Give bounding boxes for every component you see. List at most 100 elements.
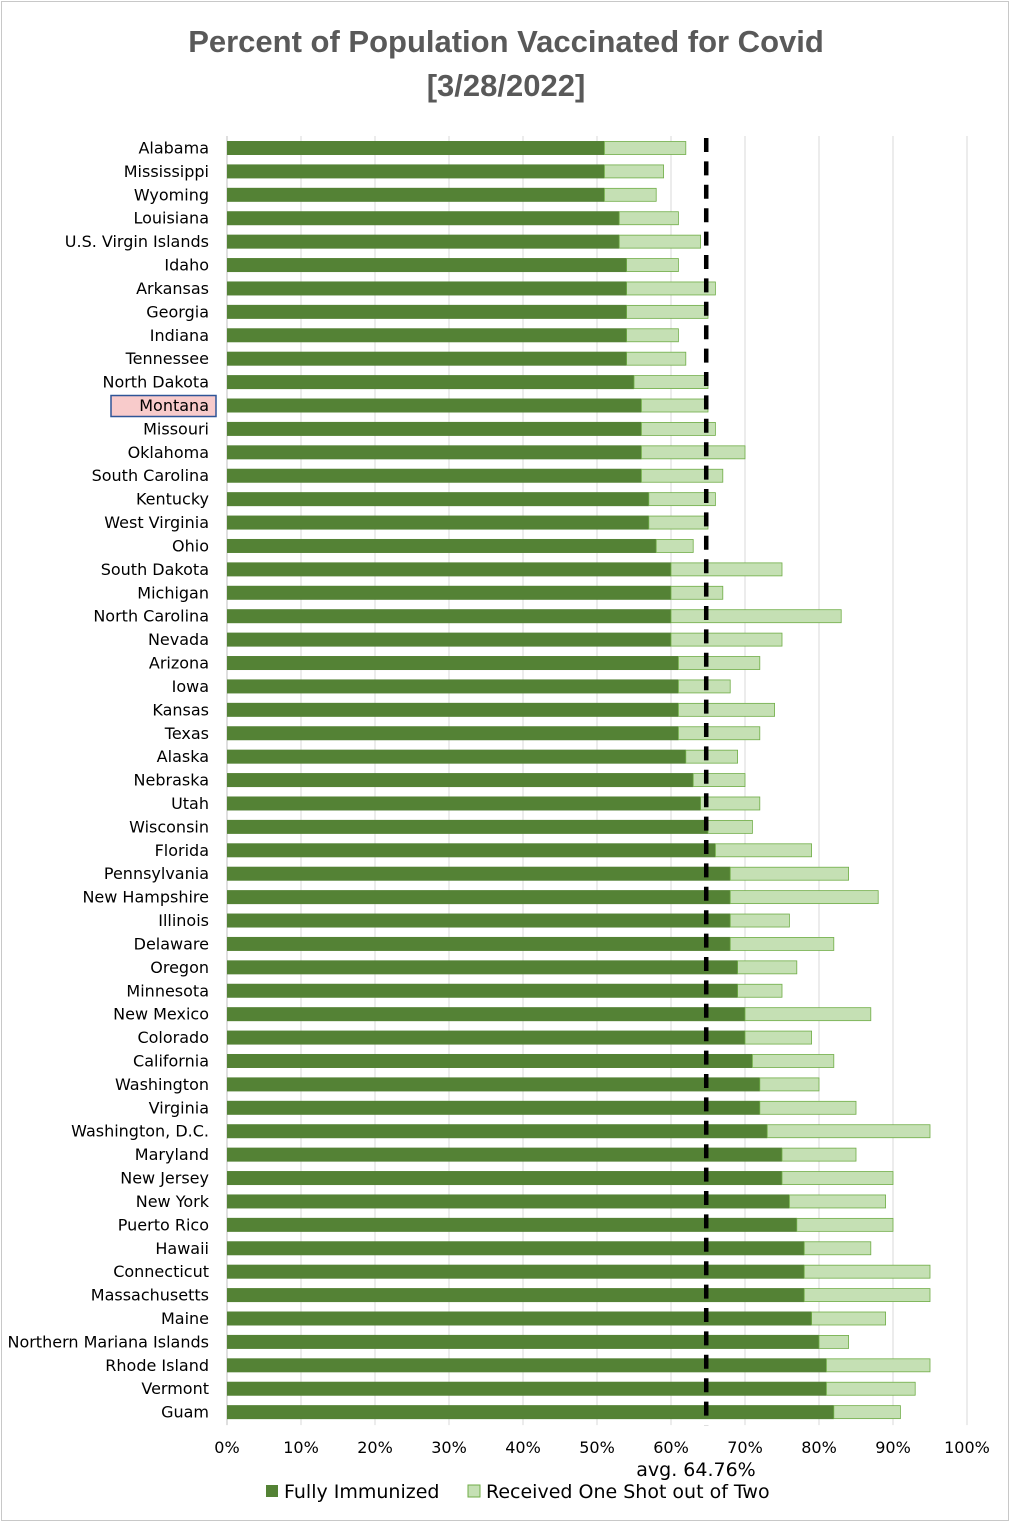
category-label: Northern Mariana Islands: [7, 1332, 209, 1351]
bar-one-shot: [655, 539, 694, 553]
category-label: Texas: [164, 724, 209, 743]
bar-one-shot: [737, 983, 783, 998]
bar-fully-immunized: [227, 1171, 782, 1186]
x-tick-label: 60%: [653, 1438, 689, 1457]
bar-fully-immunized: [227, 679, 679, 694]
bar-one-shot: [803, 1288, 931, 1302]
bar-fully-immunized: [227, 1288, 805, 1303]
bar-one-shot: [692, 773, 746, 787]
bar-one-shot: [737, 960, 798, 975]
category-label: Arkansas: [136, 279, 209, 298]
bar-fully-immunized: [227, 585, 671, 600]
bar-one-shot: [641, 468, 724, 483]
bar-one-shot: [678, 726, 761, 741]
category-label: New Jersey: [120, 1169, 209, 1188]
category-label: Oklahoma: [128, 443, 209, 462]
bar-fully-immunized: [227, 515, 649, 530]
x-axis-ticks: 0% 10% 20% 30% 40% 50% 60% 70% 80% 90% 100%: [214, 1438, 990, 1457]
x-tick-label: 50%: [579, 1438, 615, 1457]
bar-one-shot: [826, 1358, 931, 1373]
highlight-box: [110, 394, 217, 418]
category-label: Vermont: [141, 1379, 209, 1398]
category-label: Nebraska: [134, 771, 209, 790]
bar-fully-immunized: [227, 211, 620, 226]
bars: [227, 141, 931, 1420]
bar-one-shot: [803, 1264, 931, 1279]
bar-one-shot: [604, 164, 665, 179]
bar-fully-immunized: [227, 796, 701, 811]
bar-fully-immunized: [227, 1358, 827, 1373]
bar-one-shot: [670, 632, 783, 647]
category-label: Kentucky: [136, 490, 209, 509]
bar-fully-immunized: [227, 1405, 834, 1420]
category-label: South Carolina: [92, 466, 209, 485]
bar-one-shot: [781, 1171, 894, 1185]
bar-one-shot: [744, 1030, 812, 1045]
category-label: Michigan: [137, 583, 209, 602]
category-label: Maine: [161, 1309, 209, 1328]
category-label: Rhode Island: [105, 1356, 209, 1375]
bar-one-shot: [811, 1311, 886, 1326]
x-tick-label: 100%: [944, 1438, 990, 1457]
bar-fully-immunized: [227, 913, 731, 928]
bar-one-shot: [648, 515, 709, 530]
bar-one-shot: [833, 1405, 901, 1420]
category-label: Connecticut: [113, 1262, 209, 1281]
bar-fully-immunized: [227, 1264, 805, 1279]
bar-fully-immunized: [227, 1194, 790, 1209]
category-label: Florida: [155, 841, 209, 860]
category-label: Massachusetts: [91, 1286, 209, 1305]
bar-one-shot: [641, 398, 709, 413]
title-line-2: [3/28/2022]: [427, 68, 586, 103]
category-labels: Alabama Mississippi Wyoming Louisiana U.S. V…: [7, 139, 217, 1422]
bar-fully-immunized: [227, 726, 679, 741]
bar-one-shot: [729, 913, 790, 928]
bar-fully-immunized: [227, 1053, 753, 1068]
bar-one-shot: [759, 1100, 857, 1115]
category-label: Pennsylvania: [104, 864, 209, 883]
bar-fully-immunized: [227, 609, 671, 624]
bar-fully-immunized: [227, 1217, 797, 1232]
category-label: Wisconsin: [129, 817, 209, 836]
bar-one-shot: [818, 1335, 850, 1349]
category-label: South Dakota: [101, 560, 209, 579]
bar-fully-immunized: [227, 351, 627, 366]
bar-one-shot: [781, 1147, 857, 1162]
gridlines: [226, 136, 968, 1426]
bar-fully-immunized: [227, 1100, 760, 1115]
category-label: Georgia: [146, 302, 209, 321]
chart-title: Percent of Population Vaccinated for Cov…: [188, 24, 824, 103]
bar-one-shot: [604, 187, 657, 202]
category-label: Tennessee: [125, 349, 209, 368]
bar-one-shot: [759, 1077, 820, 1092]
bar-one-shot: [604, 141, 687, 155]
average-label: avg. 64.76%: [636, 1459, 755, 1481]
bar-one-shot: [670, 609, 842, 624]
bar-fully-immunized: [227, 258, 627, 273]
bar-fully-immunized: [227, 304, 627, 319]
bar-one-shot: [700, 796, 761, 811]
bar-one-shot: [826, 1381, 916, 1396]
category-label: Minnesota: [126, 981, 209, 1000]
bar-fully-immunized: [227, 983, 738, 998]
bar-one-shot: [626, 328, 679, 343]
bar-fully-immunized: [227, 1030, 745, 1045]
category-label: Washington, D.C.: [71, 1122, 209, 1141]
category-label: Louisiana: [133, 209, 209, 228]
bar-one-shot: [707, 819, 753, 834]
x-tick-label: 80%: [801, 1438, 837, 1457]
x-tick-label: 40%: [505, 1438, 541, 1457]
bar-fully-immunized: [227, 398, 642, 413]
category-label: Hawaii: [155, 1239, 209, 1258]
bar-one-shot: [766, 1124, 931, 1139]
bar-fully-immunized: [227, 936, 731, 951]
category-label: U.S. Virgin Islands: [65, 232, 209, 251]
bar-fully-immunized: [227, 1007, 745, 1022]
category-label: New Hampshire: [82, 888, 209, 907]
bar-one-shot: [641, 445, 746, 460]
bar-one-shot: [803, 1241, 872, 1256]
bar-one-shot: [618, 234, 702, 249]
category-label: Iowa: [172, 677, 209, 696]
category-label: Alaska: [157, 747, 209, 766]
